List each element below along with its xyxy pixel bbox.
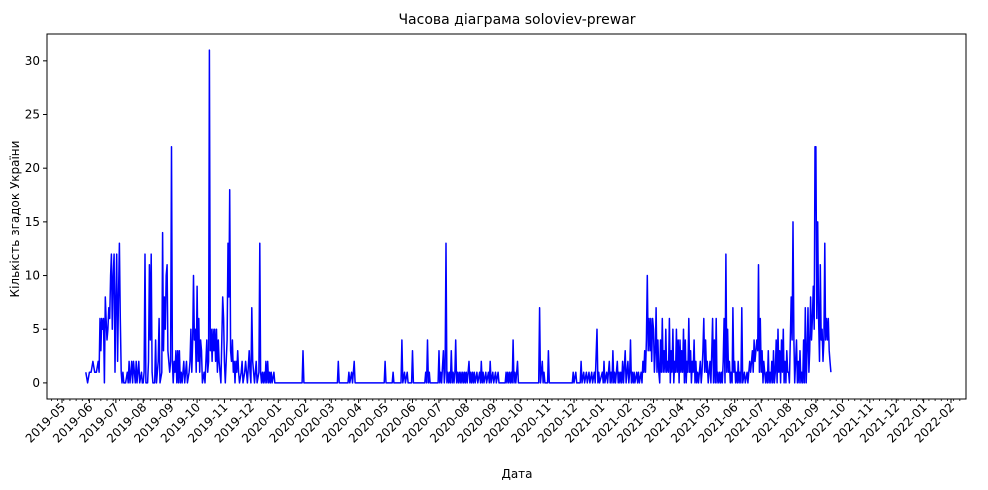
y-tick-label: 20 bbox=[25, 161, 40, 175]
x-axis-title: Дата bbox=[501, 467, 532, 481]
plot-frame bbox=[46, 33, 967, 400]
y-tick-label: 30 bbox=[25, 54, 40, 68]
y-tick-label: 10 bbox=[25, 269, 40, 283]
y-axis-title: Кількість згадок України bbox=[8, 141, 22, 298]
chart-title: Часова діаграма soloviev-prewar bbox=[398, 12, 635, 28]
y-tick-label: 15 bbox=[25, 215, 40, 229]
y-tick-label: 25 bbox=[25, 108, 40, 122]
series-line bbox=[85, 49, 832, 384]
y-tick-label: 5 bbox=[32, 322, 40, 336]
y-tick-label: 0 bbox=[32, 376, 40, 390]
